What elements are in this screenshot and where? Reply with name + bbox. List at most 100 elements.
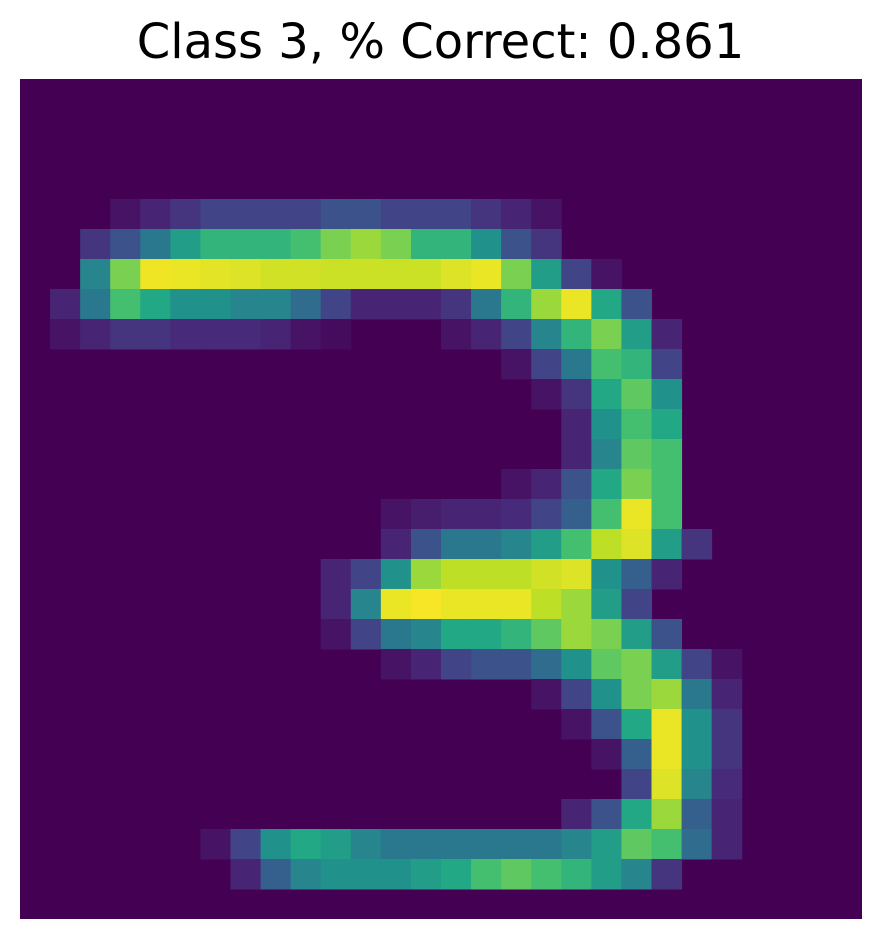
- heatmap-cell: [410, 199, 442, 230]
- heatmap-cell: [531, 349, 562, 380]
- heatmap-cell: [380, 649, 412, 680]
- heatmap-cell: [651, 799, 683, 830]
- heatmap-cell: [410, 529, 442, 560]
- heatmap-cell: [50, 319, 81, 350]
- heatmap-cell: [410, 229, 442, 260]
- heatmap-cell: [80, 229, 111, 260]
- heatmap-cell: [380, 229, 412, 260]
- heatmap-cell: [380, 199, 412, 230]
- heatmap-cell: [320, 199, 352, 230]
- heatmap-cell: [591, 439, 622, 470]
- heatmap-cell: [230, 859, 262, 890]
- heatmap-cell: [501, 289, 532, 320]
- heatmap-cell: [501, 559, 532, 590]
- heatmap-cell: [681, 679, 713, 710]
- heatmap-cell: [260, 199, 292, 230]
- heatmap-cell: [621, 319, 652, 350]
- heatmap-cell: [350, 559, 382, 590]
- heatmap-cell: [531, 559, 562, 590]
- heatmap-cell: [501, 619, 532, 650]
- heatmap-cell: [471, 289, 502, 320]
- heatmap-cell: [501, 589, 532, 620]
- heatmap-cell: [471, 499, 502, 530]
- heatmap-cell: [380, 859, 412, 890]
- heatmap: [20, 79, 862, 919]
- heatmap-cell: [290, 229, 322, 260]
- heatmap-cell: [501, 499, 532, 530]
- heatmap-cell: [410, 619, 442, 650]
- heatmap-cell: [290, 859, 322, 890]
- heatmap-cell: [320, 259, 352, 290]
- heatmap-cell: [531, 499, 562, 530]
- heatmap-cell: [471, 259, 502, 290]
- heatmap-cell: [651, 829, 683, 860]
- heatmap-cell: [260, 259, 292, 290]
- heatmap-cell: [320, 829, 352, 860]
- heatmap-cell: [561, 829, 592, 860]
- heatmap-cell: [621, 409, 652, 440]
- heatmap-cell: [290, 319, 322, 350]
- heatmap-cell: [531, 379, 562, 410]
- heatmap-cell: [711, 739, 743, 770]
- heatmap-cell: [320, 619, 352, 650]
- heatmap-cell: [230, 829, 262, 860]
- heatmap-cell: [471, 199, 502, 230]
- heatmap-cell: [621, 769, 652, 800]
- heatmap-cell: [200, 289, 231, 320]
- heatmap-cell: [591, 679, 622, 710]
- heatmap-cell: [110, 199, 141, 230]
- heatmap-cell: [651, 439, 683, 470]
- heatmap-cell: [471, 319, 502, 350]
- heatmap-cell: [200, 199, 231, 230]
- heatmap-cell: [651, 679, 683, 710]
- heatmap-cell: [501, 259, 532, 290]
- heatmap-cell: [410, 289, 442, 320]
- heatmap-cell: [471, 229, 502, 260]
- heatmap-cell: [651, 709, 683, 740]
- heatmap-cell: [531, 649, 562, 680]
- heatmap-cell: [591, 829, 622, 860]
- heatmap-cell: [290, 289, 322, 320]
- heatmap-cell: [651, 349, 683, 380]
- heatmap-cell: [651, 859, 683, 890]
- heatmap-cell: [651, 379, 683, 410]
- heatmap-cell: [651, 319, 683, 350]
- heatmap-cell: [170, 319, 201, 350]
- heatmap-cell: [651, 769, 683, 800]
- heatmap-cell: [380, 259, 412, 290]
- heatmap-cell: [200, 829, 231, 860]
- heatmap-cell: [561, 679, 592, 710]
- heatmap-cell: [621, 289, 652, 320]
- heatmap-cell: [501, 649, 532, 680]
- heatmap-cell: [561, 379, 592, 410]
- heatmap-cell: [140, 289, 171, 320]
- heatmap-cell: [230, 199, 262, 230]
- heatmap-cell: [230, 289, 262, 320]
- heatmap-cell: [621, 859, 652, 890]
- heatmap-cell: [621, 799, 652, 830]
- heatmap-cell: [350, 289, 382, 320]
- heatmap-cell: [531, 619, 562, 650]
- heatmap-cell: [681, 649, 713, 680]
- heatmap-cell: [621, 739, 652, 770]
- heatmap-cell: [621, 439, 652, 470]
- heatmap-cell: [140, 199, 171, 230]
- heatmap-cell: [711, 709, 743, 740]
- heatmap-cell: [591, 289, 622, 320]
- heatmap-cell: [561, 559, 592, 590]
- heatmap-cell: [591, 499, 622, 530]
- heatmap-cell: [260, 289, 292, 320]
- heatmap-cell: [320, 289, 352, 320]
- heatmap-cells: [50, 199, 743, 890]
- heatmap-cell: [410, 499, 442, 530]
- heatmap-cell: [350, 619, 382, 650]
- heatmap-cell: [621, 469, 652, 500]
- heatmap-cell: [651, 499, 683, 530]
- heatmap-cell: [591, 559, 622, 590]
- heatmap-cell: [230, 229, 262, 260]
- heatmap-cell: [50, 289, 81, 320]
- chart-title: Class 3, % Correct: 0.861: [136, 14, 745, 70]
- heatmap-cell: [651, 469, 683, 500]
- heatmap-cell: [711, 649, 743, 680]
- heatmap-cell: [711, 799, 743, 830]
